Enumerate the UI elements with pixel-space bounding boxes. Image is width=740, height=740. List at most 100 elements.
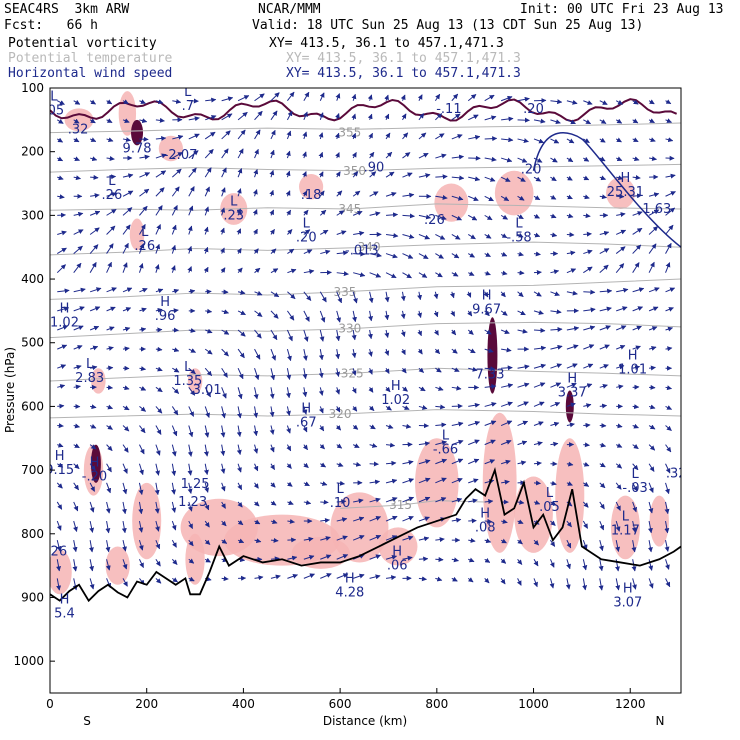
- hl-value: .20: [523, 102, 544, 117]
- wind-vector: [615, 99, 624, 105]
- wind-vector: [433, 310, 439, 318]
- wind-vector: [533, 460, 542, 466]
- hl-symbol: L: [86, 357, 94, 372]
- wind-vector: [665, 559, 670, 570]
- wind-vector: [285, 190, 291, 197]
- wind-vector: [155, 444, 161, 456]
- wind-vector: [369, 443, 378, 448]
- wind-vector: [550, 119, 561, 125]
- wind-vector: [303, 91, 310, 101]
- hl-value: .06: [387, 559, 408, 574]
- wind-vector: [303, 249, 313, 255]
- wind-vector: [73, 325, 84, 331]
- wind-vector: [221, 538, 228, 544]
- wind-vector: [56, 264, 66, 274]
- wind-vector: [367, 348, 373, 357]
- y-tick-label: 600: [21, 399, 44, 413]
- hl-value: .26: [102, 188, 123, 203]
- organization-label: NCAR/MMM: [258, 2, 321, 17]
- wind-vector: [435, 272, 443, 278]
- wind-vector: [484, 479, 495, 484]
- wind-vector: [450, 310, 456, 317]
- wind-vector: [188, 133, 200, 140]
- wind-vector: [237, 129, 246, 140]
- wind-vector: [500, 538, 507, 544]
- wind-vector: [188, 558, 195, 564]
- wind-vector: [89, 345, 99, 351]
- wind-vector: [57, 288, 70, 294]
- wind-vector: [369, 574, 381, 580]
- wind-vector: [138, 540, 144, 551]
- hl-value: 3.07: [613, 596, 642, 611]
- wind-vector: [56, 559, 62, 572]
- wind-vector: [172, 367, 180, 373]
- wind-vector: [237, 329, 246, 337]
- hl-value: -.20: [82, 469, 107, 484]
- wind-vector: [615, 578, 621, 591]
- wind-vector: [122, 540, 127, 552]
- wind-vector: [254, 129, 261, 140]
- wind-vector: [336, 480, 345, 486]
- wind-vector: [89, 244, 99, 254]
- wind-vector: [154, 482, 160, 496]
- wind-vector: [139, 366, 147, 371]
- wind-vector: [500, 214, 508, 220]
- wind-vector: [270, 248, 277, 254]
- hl-value: 7.33: [476, 368, 505, 383]
- wind-vector: [385, 442, 396, 448]
- wind-vector: [221, 576, 229, 582]
- wind-vector: [220, 267, 226, 273]
- wind-vector: [139, 205, 148, 216]
- wind-vector: [468, 366, 478, 372]
- wind-vector: [106, 482, 112, 494]
- wind-vector: [287, 248, 295, 254]
- wind-vector: [90, 174, 99, 180]
- wind-vector: [106, 192, 117, 197]
- wind-vector: [303, 481, 310, 487]
- wind-vector: [533, 213, 540, 219]
- wind-vector: [286, 209, 292, 216]
- wind-vector: [501, 270, 508, 276]
- wind-vector: [122, 207, 133, 216]
- wind-vector: [187, 266, 192, 273]
- wind-vector: [566, 157, 574, 163]
- wind-vector: [385, 272, 397, 279]
- wind-vector: [369, 191, 379, 197]
- wind-vector: [517, 138, 529, 144]
- wind-vector: [138, 263, 144, 273]
- wind-vector: [400, 310, 406, 320]
- wind-vector: [155, 205, 163, 216]
- wind-vector: [335, 152, 340, 159]
- wind-vector: [517, 270, 525, 276]
- hl-value: 25.31: [607, 185, 644, 200]
- hl-value: .26: [46, 545, 67, 560]
- hl-value: 4.28: [335, 585, 364, 600]
- pv-region: [105, 546, 130, 585]
- wind-vector: [220, 187, 226, 197]
- wind-vector: [188, 387, 196, 396]
- wind-vector: [418, 234, 430, 240]
- wind-vector: [155, 187, 165, 197]
- pv-high-core: [487, 317, 498, 394]
- wind-vector: [139, 287, 148, 293]
- wind-vector: [351, 113, 357, 121]
- wind-vector: [187, 482, 193, 494]
- wind-vector: [204, 367, 213, 377]
- wind-vector: [402, 496, 415, 503]
- wind-vector: [484, 384, 497, 390]
- wind-vector: [352, 535, 365, 541]
- wind-vector: [665, 463, 671, 474]
- wind-vector: [335, 329, 341, 342]
- wind-vector: [549, 559, 555, 568]
- wind-vector: [302, 444, 308, 451]
- wind-vector: [303, 573, 315, 579]
- wind-vector: [533, 559, 539, 567]
- wind-vector: [221, 113, 233, 121]
- wind-vector: [533, 176, 542, 182]
- wind-vector: [484, 94, 495, 102]
- wind-vector: [139, 327, 147, 333]
- theta-contour-line: [50, 367, 681, 382]
- wind-vector: [155, 366, 163, 372]
- wind-vector: [517, 328, 528, 334]
- wind-vector: [583, 442, 590, 448]
